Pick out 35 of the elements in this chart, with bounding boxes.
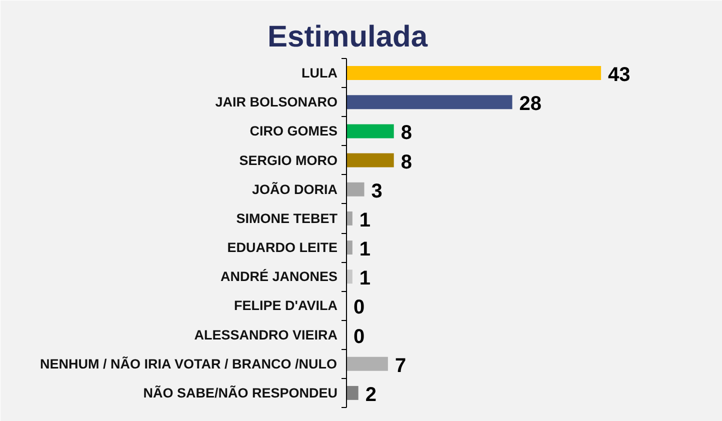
bar bbox=[346, 240, 352, 255]
y-tick-label: ALESSANDRO VIEIRA bbox=[194, 327, 338, 342]
y-tick-label: CIRO GOMES bbox=[250, 124, 338, 139]
y-tick-label: LULA bbox=[302, 66, 338, 81]
y-tick-label: ANDRÉ JANONES bbox=[220, 269, 338, 284]
bar bbox=[346, 124, 394, 138]
y-tick-label: SERGIO MORO bbox=[239, 152, 338, 168]
data-label: 7 bbox=[394, 354, 406, 377]
y-tick-label: FELIPE D'AVILA bbox=[234, 298, 338, 314]
bar bbox=[346, 66, 602, 80]
y-tick-label: EDUARDO LEITE bbox=[227, 240, 338, 256]
bar bbox=[346, 270, 352, 284]
y-tick-label: JOÃO DORIA bbox=[252, 180, 338, 197]
data-label: 8 bbox=[400, 122, 412, 144]
data-label: 43 bbox=[608, 64, 630, 86]
bar bbox=[346, 153, 394, 168]
bar bbox=[346, 356, 388, 371]
data-label: 1 bbox=[359, 209, 371, 232]
data-label: 3 bbox=[371, 180, 382, 202]
bar bbox=[346, 95, 512, 110]
y-tick-label: SIMONE TEBET bbox=[236, 210, 338, 226]
data-label: 8 bbox=[400, 151, 412, 174]
y-tick-label: NENHUM / NÃO IRIA VOTAR / BRANCO /NULO bbox=[40, 355, 338, 372]
data-label: 1 bbox=[359, 268, 371, 290]
data-label: 0 bbox=[354, 296, 365, 319]
chart-title: Estimulada bbox=[268, 20, 428, 54]
data-label: 28 bbox=[519, 93, 542, 116]
y-tick-label: NÃO SABE/NÃO RESPONDEU bbox=[143, 384, 338, 400]
bar bbox=[346, 386, 358, 400]
data-label: 0 bbox=[354, 326, 365, 348]
data-label: 2 bbox=[365, 384, 376, 406]
data-label: 1 bbox=[359, 238, 371, 261]
y-tick-label: JAIR BOLSONARO bbox=[215, 94, 338, 110]
bar bbox=[346, 211, 352, 226]
bar bbox=[346, 182, 364, 196]
